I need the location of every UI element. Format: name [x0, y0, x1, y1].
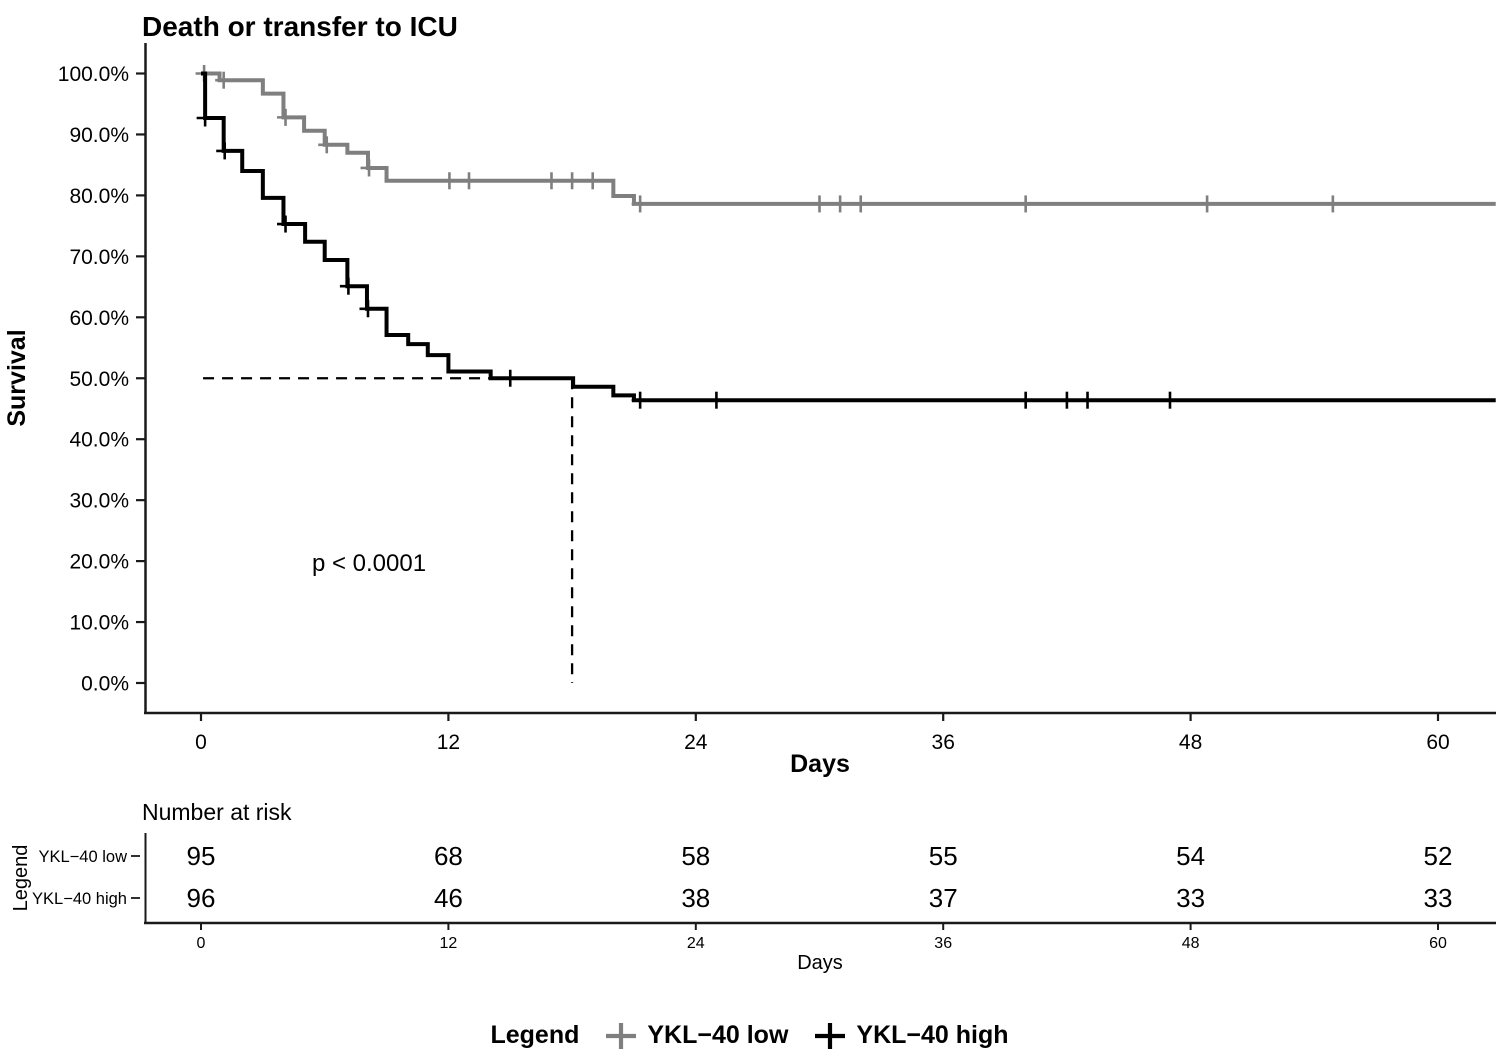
risk-table-title: Number at risk	[142, 799, 292, 825]
censor-plus-icon	[815, 1022, 846, 1049]
survival-curves	[195, 65, 1496, 409]
censor-plus-mark-low	[318, 136, 336, 154]
y-tick-label: 80.0%	[69, 185, 129, 208]
censor-plus-mark-low	[1324, 195, 1342, 213]
risk-count: 68	[434, 841, 463, 871]
risk-rows: YKL−40 low 95 68 58 55 54 52 YKL−40 high 96 46 38 3…	[32, 841, 1452, 913]
risk-table: Number at risk Legend Days 0 12 24 36 48 60 Y…	[10, 799, 1496, 974]
y-tick-label: 100.0%	[58, 63, 129, 86]
censor-plus-mark-low	[360, 159, 378, 177]
y-tick-label: 50.0%	[69, 368, 129, 391]
risk-count: 95	[187, 841, 216, 871]
censor-plus-mark-high	[501, 369, 519, 387]
legend-item-label: YKL−40 high	[856, 1021, 1009, 1049]
censor-plus-mark-low	[563, 172, 581, 190]
risk-x-tick-label: 36	[934, 935, 952, 952]
censor-plus-mark-low	[631, 195, 649, 213]
risk-table-y-title: Legend	[10, 845, 32, 912]
risk-x-tick-label: 12	[440, 935, 458, 952]
y-tick-label: 40.0%	[69, 429, 129, 452]
censor-plus-mark-low	[811, 195, 829, 213]
km-svg: Death or transfer to ICU Survival Days p…	[3, 11, 1496, 974]
censor-plus-mark-low	[215, 71, 233, 89]
x-tick-label: 0	[195, 731, 207, 754]
risk-axes: 0 12 24 36 48 60	[144, 833, 1496, 952]
survival-curve-low	[201, 71, 1496, 206]
censor-plus-mark-high	[359, 300, 377, 318]
x-axis-title: Days	[790, 750, 850, 778]
censor-plus-mark-high	[216, 142, 234, 160]
censor-plus-mark-high	[339, 277, 357, 295]
pvalue-annotation: p < 0.0001	[312, 550, 426, 577]
y-tick-label: 10.0%	[69, 612, 129, 635]
censor-plus-icon	[606, 1022, 637, 1049]
risk-x-tick-label: 48	[1182, 935, 1200, 952]
censor-plus-mark-low	[277, 108, 295, 126]
risk-row-label-high: YKL−40 high	[32, 890, 127, 908]
risk-count: 96	[187, 883, 216, 913]
censor-plus-mark-high	[196, 109, 214, 127]
censor-plus-mark-high	[1058, 391, 1076, 409]
y-tick-label: 60.0%	[69, 307, 129, 330]
risk-count: 52	[1424, 841, 1453, 871]
x-tick-label: 60	[1426, 731, 1449, 754]
y-tick-label: 30.0%	[69, 490, 129, 513]
survival-curve-high	[201, 71, 1496, 403]
risk-x-tick-label: 60	[1429, 935, 1447, 952]
risk-row-label-low: YKL−40 low	[38, 848, 127, 866]
risk-count: 33	[1424, 883, 1453, 913]
risk-x-tick-label: 24	[687, 935, 705, 952]
censor-plus-mark-high	[1079, 391, 1097, 409]
legend-items: YKL−40 low YKL−40 high	[605, 1021, 1009, 1051]
chart-title: Death or transfer to ICU	[142, 11, 458, 42]
x-tick-label: 48	[1179, 731, 1202, 754]
y-tick-label: 0.0%	[81, 673, 129, 696]
censor-plus-mark-low	[542, 172, 560, 190]
risk-count: 58	[681, 841, 710, 871]
risk-count: 54	[1176, 841, 1205, 871]
median-reference-lines	[203, 377, 574, 683]
x-tick-label: 36	[932, 731, 955, 754]
y-tick-label: 20.0%	[69, 551, 129, 574]
legend-item-label: YKL−40 low	[647, 1021, 789, 1049]
legend-item-high: YKL−40 high	[814, 1021, 1009, 1051]
y-tick-label: 70.0%	[69, 246, 129, 269]
censor-plus-mark-high	[1017, 391, 1035, 409]
risk-count: 46	[434, 883, 463, 913]
censor-plus-mark-low	[1198, 195, 1216, 213]
censor-plus-mark-high	[707, 391, 725, 409]
bottom-legend: Legend YKL−40 low YKL−40 high	[0, 1012, 1499, 1059]
y-axis-title: Survival	[3, 329, 31, 426]
main-plot: Death or transfer to ICU Survival Days p…	[3, 11, 1496, 778]
censor-plus-mark-low	[831, 195, 849, 213]
censor-plus-mark-low	[440, 172, 458, 190]
legend-title: Legend	[490, 1021, 580, 1049]
x-tick-label: 12	[437, 731, 460, 754]
censor-plus-mark-low	[460, 172, 478, 190]
censor-plus-mark-high	[1161, 391, 1179, 409]
risk-x-tick-label: 0	[197, 935, 206, 952]
risk-table-x-title: Days	[797, 952, 843, 974]
y-tick-label: 90.0%	[69, 124, 129, 147]
censor-plus-mark-low	[1017, 195, 1035, 213]
risk-count: 33	[1176, 883, 1205, 913]
risk-count: 37	[929, 883, 958, 913]
x-tick-label: 24	[684, 731, 708, 754]
risk-count: 55	[929, 841, 958, 871]
censor-plus-mark-high	[277, 215, 295, 233]
censor-plus-mark-low	[584, 172, 602, 190]
censor-plus-mark-low	[852, 195, 870, 213]
risk-count: 38	[681, 883, 710, 913]
legend-item-low: YKL−40 low	[605, 1021, 788, 1051]
main-axes: 0.0% 10.0% 20.0% 30.0% 40.0% 50.0% 60.0% 70.0% 8…	[58, 43, 1496, 754]
censor-plus-mark-high	[631, 391, 649, 409]
